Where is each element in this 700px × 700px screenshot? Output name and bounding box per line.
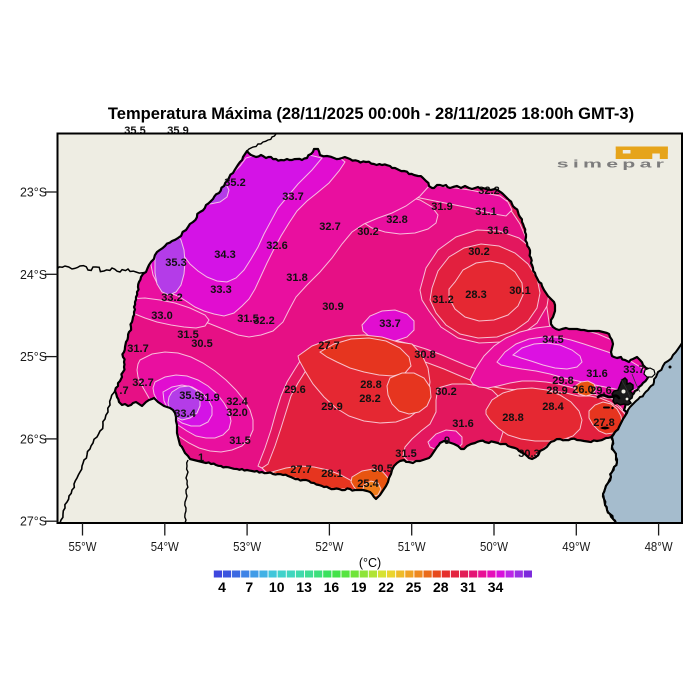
svg-text:49°W: 49°W — [562, 539, 591, 554]
svg-text:30.5: 30.5 — [371, 463, 392, 475]
svg-text:28.4: 28.4 — [542, 401, 564, 413]
svg-text:29.9: 29.9 — [321, 401, 342, 413]
svg-text:30.1: 30.1 — [509, 285, 530, 297]
svg-text:31.5: 31.5 — [177, 329, 198, 341]
svg-text:28.9: 28.9 — [546, 385, 567, 397]
svg-text:31.6: 31.6 — [586, 368, 607, 380]
svg-text:28.3: 28.3 — [465, 289, 486, 301]
svg-text:25°S: 25°S — [20, 349, 47, 364]
svg-text:28.2: 28.2 — [359, 393, 380, 405]
svg-text:28.1: 28.1 — [321, 468, 342, 480]
svg-text:32.2: 32.2 — [253, 315, 274, 327]
svg-text:26°S: 26°S — [20, 431, 47, 446]
svg-text:35.2: 35.2 — [224, 177, 245, 189]
svg-text:24°S: 24°S — [20, 267, 47, 282]
svg-text:33.7: 33.7 — [379, 318, 400, 330]
svg-text:34.5: 34.5 — [542, 334, 563, 346]
svg-text:29.6: 29.6 — [590, 385, 611, 397]
svg-text:31: 31 — [460, 579, 476, 595]
svg-text:23°S: 23°S — [20, 185, 47, 200]
svg-text:32.7: 32.7 — [132, 377, 153, 389]
svg-text:4: 4 — [218, 579, 226, 595]
svg-text:30.2: 30.2 — [435, 386, 456, 398]
svg-text:(°C): (°C) — [359, 556, 381, 570]
svg-text:30.5: 30.5 — [191, 338, 212, 350]
svg-text:34.3: 34.3 — [214, 249, 235, 261]
svg-text:34: 34 — [488, 579, 504, 595]
svg-text:28: 28 — [433, 579, 449, 595]
svg-text:27.7: 27.7 — [290, 464, 311, 476]
svg-text:25: 25 — [406, 579, 422, 595]
svg-text:27°S: 27°S — [20, 514, 47, 529]
svg-text:31.5: 31.5 — [395, 448, 416, 460]
svg-text:25.4: 25.4 — [357, 478, 379, 490]
svg-text:31.9: 31.9 — [198, 392, 219, 404]
svg-text:35.9: 35.9 — [167, 125, 188, 137]
svg-text:16: 16 — [324, 579, 340, 595]
svg-text:10: 10 — [269, 579, 285, 595]
svg-text:1: 1 — [198, 452, 204, 464]
svg-text:31.1: 31.1 — [475, 206, 496, 218]
svg-text:35.3: 35.3 — [165, 257, 186, 269]
svg-text:27.7: 27.7 — [318, 340, 339, 352]
svg-text:54°W: 54°W — [151, 539, 180, 554]
svg-text:28.8: 28.8 — [360, 379, 381, 391]
svg-text:33.2: 33.2 — [161, 292, 182, 304]
svg-text:31.2: 31.2 — [432, 294, 453, 306]
svg-text:26.0: 26.0 — [572, 384, 593, 396]
svg-text:31.8: 31.8 — [286, 272, 307, 284]
svg-text:29.6: 29.6 — [284, 384, 305, 396]
svg-text:31.9: 31.9 — [431, 201, 452, 213]
svg-text:30.2: 30.2 — [357, 226, 378, 238]
svg-text:31.5: 31.5 — [229, 435, 250, 447]
svg-text:31.6: 31.6 — [487, 225, 508, 237]
svg-text:simepar: simepar — [557, 158, 668, 171]
svg-text:33.7: 33.7 — [623, 364, 644, 376]
svg-text:32.8: 32.8 — [386, 214, 407, 226]
svg-text:51°W: 51°W — [398, 539, 427, 554]
svg-text:7: 7 — [245, 579, 253, 595]
svg-text:32.2: 32.2 — [478, 185, 499, 197]
svg-text:30.2: 30.2 — [468, 246, 489, 258]
svg-text:55°W: 55°W — [69, 539, 98, 554]
svg-text:33.4: 33.4 — [174, 408, 196, 420]
svg-text:50°W: 50°W — [480, 539, 509, 554]
svg-text:30.9: 30.9 — [322, 301, 343, 313]
svg-text:35.5: 35.5 — [124, 125, 145, 137]
svg-text:27.8: 27.8 — [593, 417, 614, 429]
svg-text:48°W: 48°W — [645, 539, 674, 554]
svg-text:30.8: 30.8 — [414, 349, 435, 361]
svg-text:19: 19 — [351, 579, 367, 595]
svg-text:31.7: 31.7 — [127, 343, 148, 355]
svg-text:52°W: 52°W — [315, 539, 344, 554]
svg-text:32.7: 32.7 — [319, 221, 340, 233]
svg-text:22: 22 — [378, 579, 394, 595]
svg-text:32.4: 32.4 — [226, 396, 248, 408]
svg-text:.7: .7 — [119, 385, 128, 397]
svg-text:28.8: 28.8 — [502, 412, 523, 424]
svg-text:33.3: 33.3 — [210, 284, 231, 296]
svg-text:33.0: 33.0 — [151, 310, 172, 322]
svg-text:31.6: 31.6 — [452, 418, 473, 430]
svg-text:13: 13 — [296, 579, 312, 595]
svg-text:29.8: 29.8 — [552, 375, 573, 387]
svg-text:Temperatura Máxima (28/11/2025: Temperatura Máxima (28/11/2025 00:00h - … — [108, 105, 634, 123]
svg-text:32.0: 32.0 — [226, 407, 247, 419]
svg-text:9: 9 — [444, 435, 450, 447]
svg-text:35.9: 35.9 — [179, 390, 200, 402]
svg-text:33.7: 33.7 — [282, 191, 303, 203]
svg-text:32.6: 32.6 — [266, 240, 287, 252]
svg-text:53°W: 53°W — [233, 539, 262, 554]
svg-text:31.5: 31.5 — [237, 313, 258, 325]
